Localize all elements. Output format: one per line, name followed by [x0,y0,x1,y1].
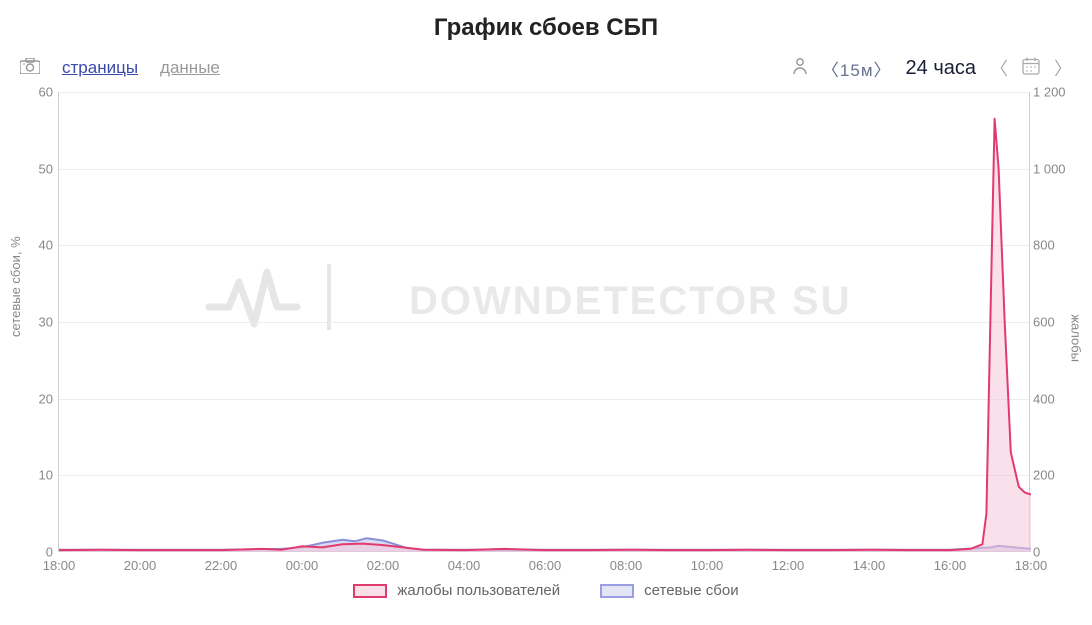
legend-swatch-icon [353,584,387,598]
plot-area: DOWNDETECTOR SU 010203040506002004006008… [58,92,1030,552]
y-left-tick-label: 30 [19,315,53,330]
legend-item-complaints: жалобы пользователей [353,582,560,599]
legend-label: сетевые сбои [644,582,738,599]
x-tick-label: 20:00 [124,558,157,573]
legend-item-network: сетевые сбои [600,582,738,599]
y-right-tick-label: 200 [1033,468,1077,483]
x-tick-label: 08:00 [610,558,643,573]
tab-pages[interactable]: страницы [62,58,138,78]
y-right-tick-label: 600 [1033,315,1077,330]
chevron-left-icon[interactable]: 〈 [990,55,1008,81]
y-left-tick-label: 20 [19,391,53,406]
x-tick-label: 14:00 [853,558,886,573]
x-tick-label: 00:00 [286,558,319,573]
x-tick-label: 10:00 [691,558,724,573]
calendar-icon[interactable] [1022,57,1040,80]
chevron-right-icon[interactable]: 〉 [1054,55,1072,81]
camera-icon[interactable] [20,58,40,79]
legend-label: жалобы пользователей [397,582,560,599]
user-icon[interactable] [792,57,808,80]
page-title: График сбоев СБП [0,0,1092,50]
x-tick-label: 16:00 [934,558,967,573]
x-tick-label: 22:00 [205,558,238,573]
watermark-text: DOWNDETECTOR SU [409,279,852,324]
range-label: 24 часа [906,57,976,80]
watermark-logo-icon [199,252,379,347]
legend-swatch-icon [600,584,634,598]
y-left-tick-label: 40 [19,238,53,253]
y-left-tick-label: 60 [19,85,53,100]
x-tick-label: 18:00 [1015,558,1048,573]
x-tick-label: 04:00 [448,558,481,573]
x-tick-label: 06:00 [529,558,562,573]
x-tick-label: 12:00 [772,558,805,573]
y-right-tick-label: 800 [1033,238,1077,253]
x-tick-label: 02:00 [367,558,400,573]
y-left-tick-label: 50 [19,161,53,176]
tab-data[interactable]: данные [160,58,220,78]
interval-selector[interactable]: 〈15м〉 [822,56,892,81]
y-left-tick-label: 10 [19,468,53,483]
toolbar: страницы данные 〈15м〉 24 часа 〈 〉 [0,50,1092,86]
y-right-tick-label: 400 [1033,391,1077,406]
chart-container: сетевые сбои, % жалобы DOWNDETECTOR SU 0… [0,92,1092,552]
x-tick-label: 18:00 [43,558,76,573]
y-right-tick-label: 1 200 [1033,85,1077,100]
y-right-tick-label: 1 000 [1033,161,1077,176]
